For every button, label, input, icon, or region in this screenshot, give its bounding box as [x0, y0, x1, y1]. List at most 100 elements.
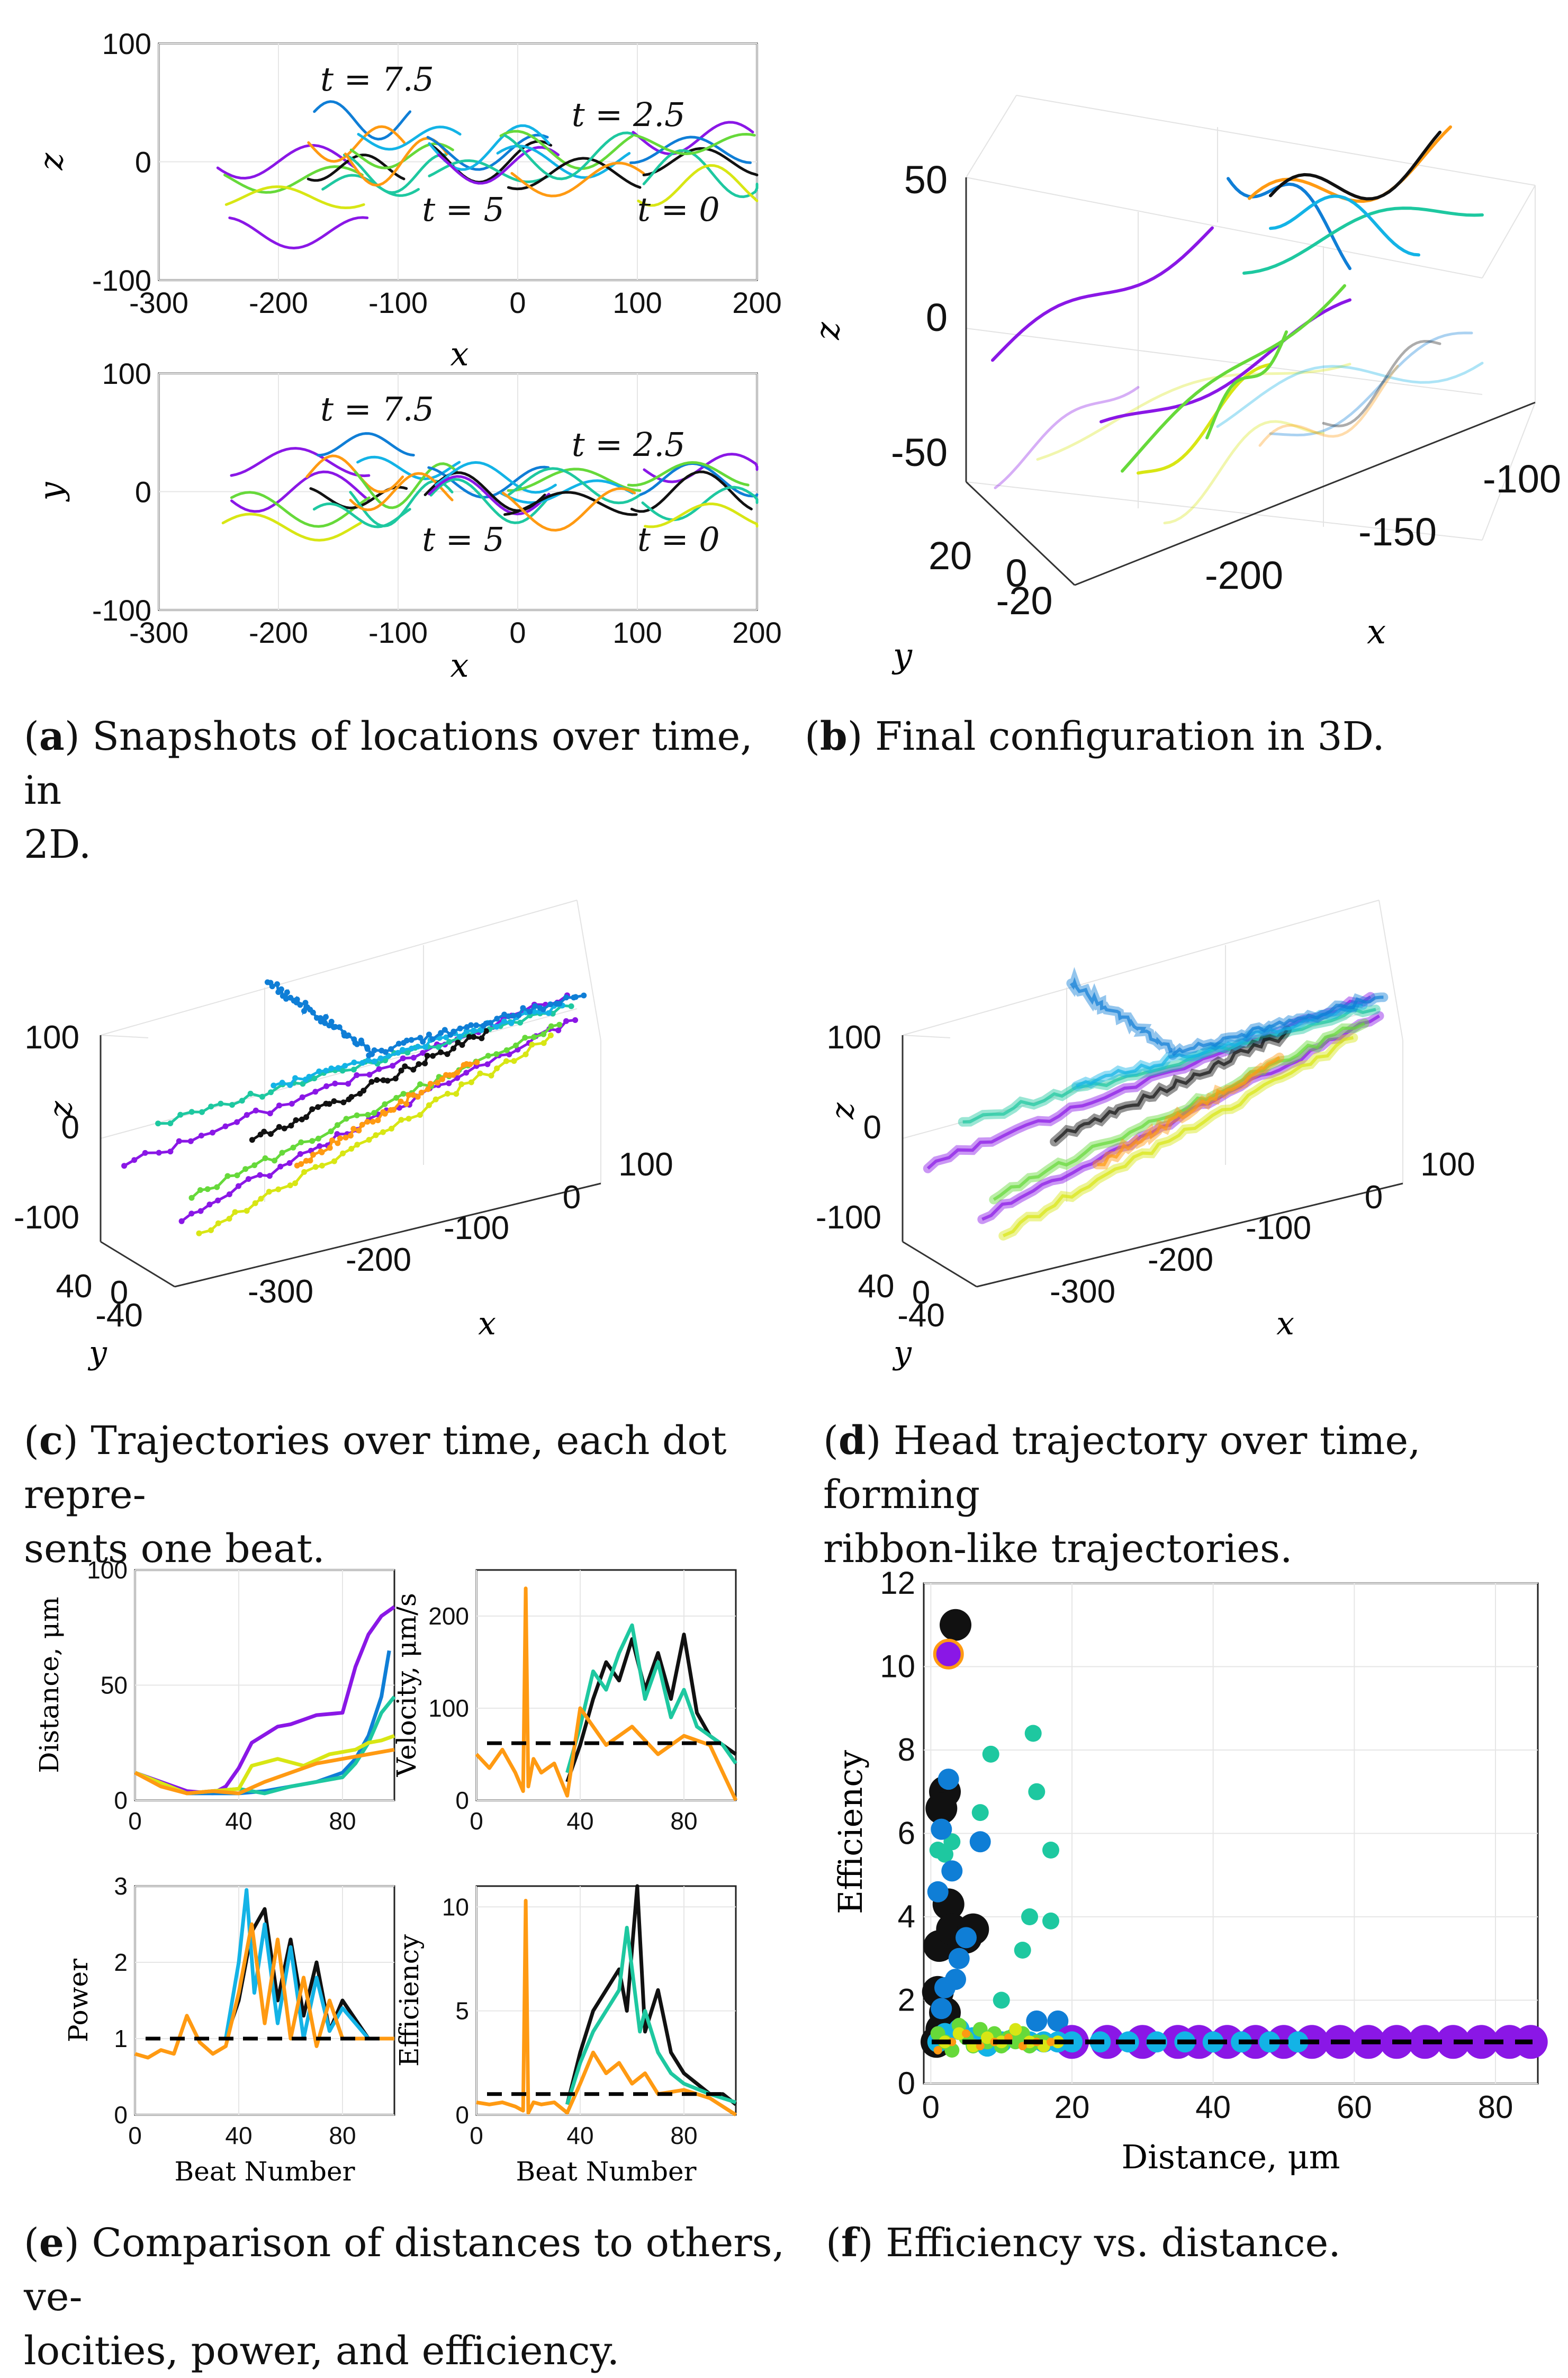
x-tick-label: 40	[225, 1807, 252, 1835]
axis-box-line	[966, 328, 1483, 395]
caption-f: (f) Efficiency vs. distance.	[826, 2220, 1341, 2266]
axis-box-line	[174, 1182, 601, 1288]
beat-dot	[287, 1182, 293, 1189]
panel-a-top-xlabel: x	[450, 335, 469, 373]
beat-dot	[468, 1079, 474, 1085]
beat-dot	[315, 1104, 321, 1110]
beat-dot	[249, 1137, 255, 1143]
beat-dot	[371, 1058, 377, 1064]
panel-b-xlabel: x	[1367, 613, 1386, 652]
beat-dot	[245, 1176, 251, 1182]
z-tick-label: -50	[891, 430, 948, 474]
beat-dot	[371, 1047, 377, 1053]
panel-e-power-plot: 0 40 80 0 1 2 3 Beat Number Power	[63, 1872, 395, 2187]
axis-box-line	[100, 1241, 175, 1288]
filament-curve	[500, 479, 634, 504]
beat-dot	[545, 1010, 552, 1016]
caption-f-text: Efficiency vs. distance.	[886, 2220, 1341, 2266]
y-tick-label: 2	[114, 1949, 128, 1976]
panel-e-velocity-plot: 0 40 80 0 100 200 Velocity, μm/s	[391, 1569, 738, 1835]
panel-a-top-ylabel: z	[32, 152, 70, 171]
beat-dot	[290, 1144, 296, 1151]
y-tick-label: 1	[114, 2025, 128, 2052]
caption-d: (d) Head trajectory over time, forming r…	[823, 1418, 1421, 1572]
beat-dot	[373, 1132, 379, 1138]
axis-box-line	[576, 900, 601, 1041]
beat-dot	[430, 1053, 436, 1059]
beat-dot	[311, 1075, 318, 1082]
beat-dot	[354, 1112, 360, 1118]
y-tick-label: -40	[897, 1297, 945, 1334]
beat-dot	[167, 1148, 174, 1155]
beat-dot	[390, 1063, 396, 1069]
beat-dot	[457, 1034, 463, 1040]
scatter-point-blue	[948, 1948, 970, 1969]
y-tick-label: 20	[929, 534, 972, 578]
beat-dot	[199, 1109, 205, 1115]
beat-dot	[410, 1066, 417, 1073]
filament-curve	[434, 461, 557, 494]
beat-dot	[121, 1163, 128, 1169]
x-tick-label: 40	[1195, 2089, 1231, 2125]
beat-dot	[527, 1009, 533, 1015]
caption-b-letter: b	[819, 714, 848, 759]
beat-dot	[384, 1078, 391, 1084]
beat-dot	[348, 1146, 355, 1152]
beat-dot	[337, 1135, 343, 1142]
x-tick-label: -300	[248, 1273, 313, 1310]
x-tick-label: -200	[249, 616, 308, 649]
beat-dot	[457, 1025, 463, 1031]
beat-dot	[267, 1131, 274, 1137]
beat-dot	[516, 1012, 522, 1018]
beat-dot	[204, 1186, 211, 1192]
beat-dot	[488, 1020, 493, 1026]
scatter-point-yellow	[952, 2027, 966, 2040]
beat-dot	[454, 1075, 461, 1081]
beat-dot	[400, 1091, 407, 1097]
y-tick-label: 5	[455, 1997, 469, 2025]
beat-dot	[455, 1039, 461, 1046]
filament-curve	[1242, 207, 1484, 275]
beat-dot	[222, 1123, 229, 1129]
z-tick-label: 50	[904, 158, 948, 202]
beat-dot	[277, 1163, 284, 1170]
beat-dot	[345, 1081, 352, 1087]
panel-d-zlabel: z	[824, 1102, 861, 1120]
time-annotation: t = 2.5	[572, 425, 686, 464]
filament-curve	[642, 149, 759, 199]
panel-b-ylabel: y	[891, 636, 913, 676]
x-tick-label: 40	[225, 2122, 252, 2149]
beat-dot	[392, 1075, 399, 1082]
scatter-point-teal	[1021, 1908, 1038, 1925]
filament-curve	[633, 132, 756, 156]
panel-f-xlabel: Distance, μm	[1121, 2138, 1340, 2176]
beat-dot	[234, 1119, 240, 1125]
beat-dot	[483, 1028, 489, 1034]
beat-dot	[425, 1086, 431, 1092]
beat-dot	[424, 1053, 430, 1059]
beat-dot	[477, 1070, 483, 1076]
x-tick-label: -200	[346, 1242, 411, 1278]
beat-dot	[435, 1044, 441, 1050]
filament-curve	[1227, 177, 1351, 271]
beat-dot	[188, 1109, 195, 1115]
x-tick-label: 0	[922, 2089, 940, 2125]
beat-dot	[410, 1055, 417, 1061]
beat-dot	[226, 1191, 232, 1197]
beat-dot	[297, 1002, 303, 1008]
beat-dot	[438, 1030, 444, 1036]
x-tick-label: 100	[618, 1146, 673, 1183]
time-annotation: t = 7.5	[320, 390, 434, 428]
y-tick-label: 200	[428, 1602, 469, 1630]
beat-dot	[279, 1080, 285, 1086]
y-tick-label: 100	[102, 357, 151, 390]
axis-box-line	[902, 900, 1380, 1036]
beat-dot	[354, 1041, 360, 1047]
beat-dot	[278, 986, 284, 992]
axis-box-line	[100, 1035, 149, 1038]
z-tick-label: 100	[25, 1019, 79, 1056]
panel-c-xlabel: x	[478, 1305, 496, 1342]
beat-dot	[303, 1114, 309, 1120]
